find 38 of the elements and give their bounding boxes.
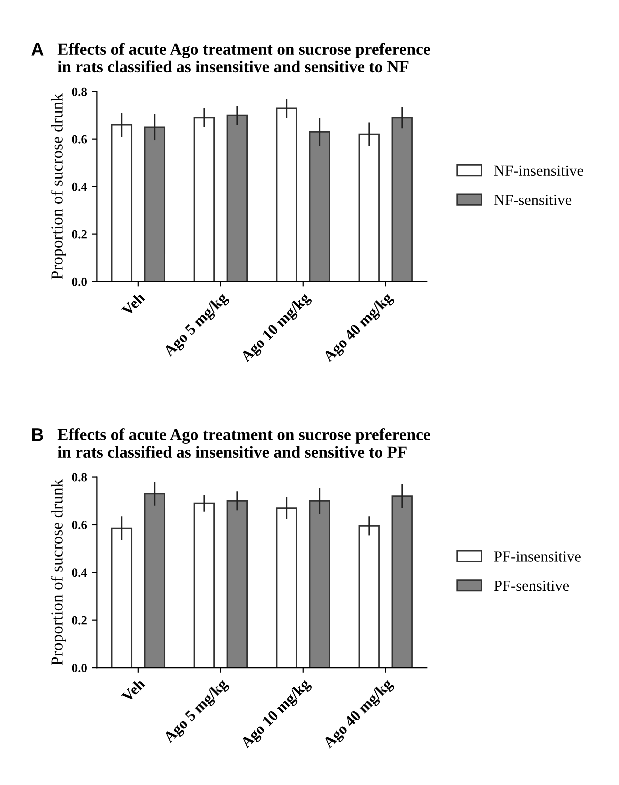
bar <box>226 500 248 668</box>
legend-label: PF-insensitive <box>494 552 581 562</box>
bar <box>392 496 413 668</box>
bar <box>309 500 330 668</box>
text: B <box>32 428 44 442</box>
y-tick-label: 0.2 <box>72 616 87 625</box>
y-tick-label: 0.4 <box>72 182 88 192</box>
legend-label: NF-insensitive <box>494 166 584 176</box>
legend-label: PF-sensitive <box>494 580 570 592</box>
chart-title: Effects of acute Ago treatment on sucrose preference in rats classified as insensitive and sensitive to NF <box>58 43 430 73</box>
y-tick-label: 0.0 <box>72 664 87 673</box>
bar <box>111 528 133 668</box>
y-axis-title: Proportion of sucrose drunk <box>50 94 66 280</box>
y-tick-label: 0.6 <box>72 520 88 530</box>
y-axis-title: Proportion of sucrose drunk <box>50 479 66 666</box>
bar <box>144 126 166 282</box>
bar <box>111 124 133 282</box>
chart-title: Effects of acute Ago treatment on sucrose preference in rats classified as insensitive and sensitive to PF <box>58 428 430 458</box>
bar <box>358 525 380 668</box>
y-tick-label: 0.8 <box>72 473 88 482</box>
bar <box>194 117 215 282</box>
x-tick-label: Veh <box>120 678 146 703</box>
y-tick-label: 0.8 <box>72 88 88 96</box>
text: A <box>32 43 44 56</box>
y-tick-label: 0.2 <box>72 230 87 239</box>
bar <box>276 508 298 668</box>
y-tick-label: 0.4 <box>72 568 88 578</box>
bar <box>358 134 380 282</box>
bar <box>392 117 413 282</box>
bar <box>309 132 330 282</box>
y-tick-label: 0.0 <box>72 278 87 286</box>
y-tick-label: 0.6 <box>72 135 88 144</box>
x-tick-label: Veh <box>120 292 146 317</box>
bar <box>194 502 215 668</box>
bar <box>276 108 298 282</box>
bar <box>226 114 248 282</box>
bar <box>144 493 166 668</box>
legend-label: NF-sensitive <box>494 195 572 206</box>
